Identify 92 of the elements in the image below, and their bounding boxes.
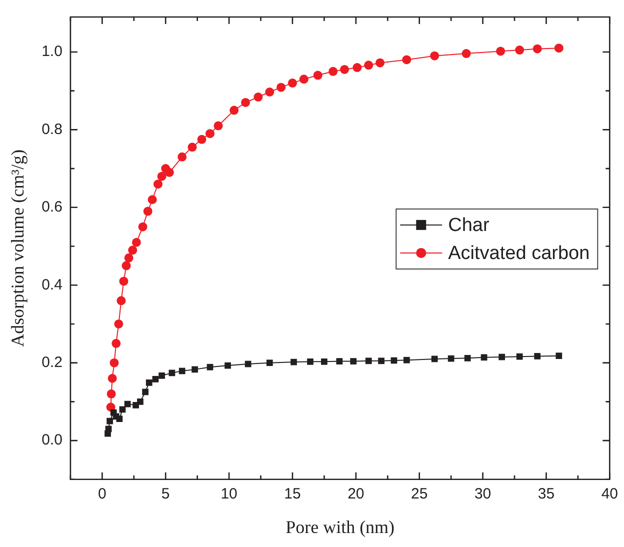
point	[498, 354, 505, 360]
x-tick-label: 30	[474, 486, 492, 503]
x-tick-label: 5	[161, 486, 170, 503]
y-tick-label: 0.6	[42, 198, 62, 216]
point	[241, 98, 250, 107]
y-tick-label: 0.2	[42, 354, 62, 371]
point	[188, 142, 197, 152]
point	[376, 58, 385, 68]
point	[352, 63, 362, 72]
point	[214, 121, 223, 130]
point	[110, 358, 119, 368]
point	[178, 368, 186, 374]
point	[290, 358, 297, 366]
x-tick-label: 35	[538, 486, 555, 503]
point	[365, 358, 372, 364]
point	[142, 388, 148, 396]
point	[206, 129, 215, 138]
legend-label: Acitvated carbon	[448, 243, 590, 264]
y-tick-label: 0.8	[42, 120, 62, 138]
point	[106, 418, 113, 424]
point	[158, 372, 165, 379]
point	[276, 82, 286, 92]
point	[157, 172, 166, 181]
point	[532, 44, 542, 54]
point	[431, 356, 438, 362]
point	[224, 362, 231, 369]
point	[328, 66, 338, 76]
point	[116, 416, 123, 422]
point	[197, 134, 206, 144]
legend-label: Char	[448, 215, 490, 236]
point	[105, 426, 112, 432]
x-tick-label: 40	[601, 486, 618, 503]
point	[116, 296, 126, 306]
point	[206, 364, 214, 370]
point	[108, 374, 117, 383]
point	[254, 92, 263, 102]
point	[146, 379, 152, 386]
point	[106, 389, 116, 398]
point	[430, 51, 440, 60]
point	[340, 64, 349, 74]
point	[143, 206, 152, 216]
point	[462, 49, 471, 58]
point	[114, 319, 124, 328]
y-tick-label: 0.4	[42, 276, 62, 294]
point	[496, 46, 506, 56]
point	[364, 60, 374, 70]
point	[515, 46, 524, 55]
point	[178, 152, 187, 162]
point	[403, 356, 410, 364]
point	[138, 222, 148, 232]
y-tick-label: 1.0	[42, 43, 62, 60]
y-axis-title: Adsorption volume (cm³/g)	[8, 150, 28, 347]
point	[168, 370, 176, 376]
point	[137, 398, 144, 405]
point	[307, 358, 314, 365]
point	[128, 246, 138, 255]
point	[153, 180, 162, 189]
x-tick-label: 25	[411, 486, 428, 503]
point	[132, 238, 141, 247]
point	[554, 44, 564, 53]
point	[299, 74, 308, 84]
point	[313, 70, 322, 80]
point	[164, 168, 174, 177]
point	[448, 355, 454, 362]
point	[119, 276, 128, 286]
y-tick-label: 0.0	[42, 432, 62, 449]
x-tick-label: 20	[348, 486, 364, 503]
point	[148, 195, 157, 204]
point	[516, 353, 523, 360]
x-tick-label: 10	[220, 486, 238, 503]
point	[112, 338, 121, 348]
point	[152, 376, 159, 382]
point	[230, 106, 239, 115]
point	[266, 360, 273, 366]
point	[336, 358, 343, 364]
point	[124, 253, 134, 262]
point	[244, 360, 252, 368]
x-tick-label: 0	[98, 486, 106, 503]
x-axis-title: Pore with (nm)	[286, 516, 395, 537]
point	[265, 87, 274, 96]
point	[122, 261, 131, 270]
point	[480, 354, 488, 361]
point	[402, 55, 412, 64]
point	[464, 354, 471, 362]
point	[350, 358, 357, 364]
x-tick-label: 15	[284, 486, 301, 503]
point	[534, 353, 541, 360]
point	[556, 352, 562, 360]
point	[192, 366, 198, 373]
point	[288, 78, 297, 88]
point	[321, 358, 328, 365]
point	[378, 358, 384, 364]
